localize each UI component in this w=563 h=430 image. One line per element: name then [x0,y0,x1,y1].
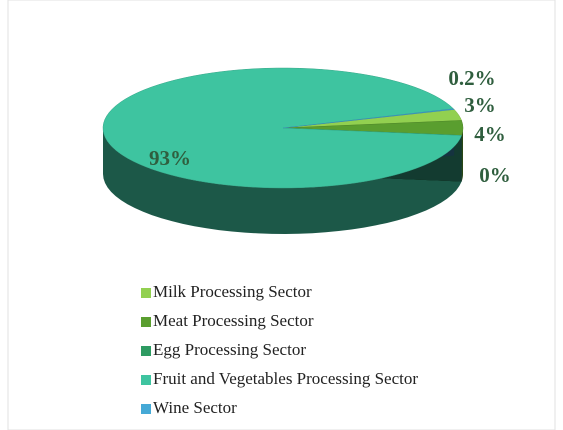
legend-swatch [141,317,151,327]
legend-swatch [141,375,151,385]
legend-label: Wine Sector [153,398,237,417]
slice-side [461,128,463,182]
slice-side [103,128,462,234]
legend-label: Meat Processing Sector [153,311,314,330]
legend-swatch [141,288,151,298]
value-label: 3% [464,93,496,117]
legend-label: Fruit and Vegetables Processing Sector [153,369,418,388]
value-label: 4% [474,122,506,146]
legend-swatch [141,404,151,414]
legend-swatch [141,346,151,356]
legend-label: Egg Processing Sector [153,340,306,359]
slice [282,108,455,129]
slice [102,67,462,189]
legend-label: Milk Processing Sector [153,282,312,301]
value-label: 93% [149,146,191,170]
value-label: 0.2% [448,66,495,90]
value-label: 0% [479,163,511,187]
